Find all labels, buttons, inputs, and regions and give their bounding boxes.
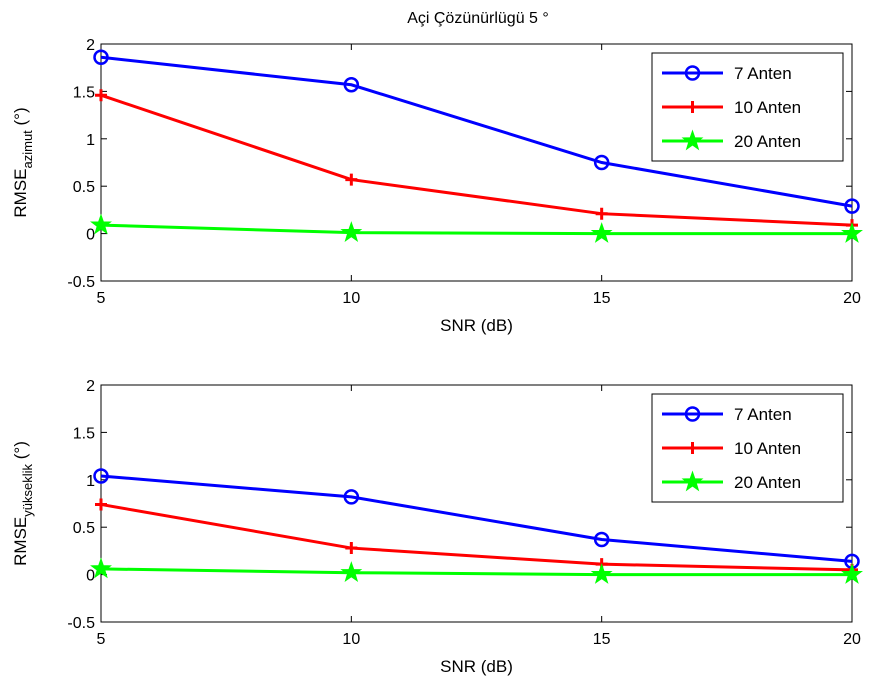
legend-label: 7 Anten: [734, 64, 792, 83]
legend-marker: [681, 129, 704, 151]
data-point: [593, 154, 610, 171]
series-line: [100, 567, 852, 577]
x-tick-label: 15: [593, 290, 611, 307]
legend-marker: [684, 65, 701, 81]
data-point: [590, 563, 613, 584]
x-tick-label: 15: [593, 631, 611, 648]
legend-item: 7 Anten: [662, 64, 792, 83]
series-20-anten: [90, 213, 863, 243]
legend-item: 10 Anten: [662, 439, 801, 458]
series-7-anten: [93, 468, 860, 570]
data-point: [844, 198, 860, 214]
y-tick-label: 1: [86, 473, 95, 490]
y-tick-label: 0.5: [73, 520, 95, 537]
data-point: [595, 207, 608, 220]
legend-item: 20 Anten: [662, 470, 801, 492]
y-tick-label: 1.5: [73, 84, 95, 101]
subplot-azimut: 5 10 15 20 -0.5 0 0.5 1 1.5 2 SNR (dB) RMSEazimut (…: [11, 37, 863, 335]
data-point: [841, 563, 863, 584]
legend-item: 20 Anten: [662, 129, 801, 151]
legend: 7 Anten 10 Anten 20 Anten: [651, 393, 844, 503]
y-tick-label: 0.5: [73, 179, 95, 196]
y-axis-label: RMSEazimut (°): [11, 107, 35, 217]
y-axis-label: RMSEyükseklik (°): [11, 441, 35, 566]
x-axis-label: SNR (dB): [440, 316, 513, 335]
data-point: [841, 222, 863, 243]
y-tick-label: 0: [86, 227, 95, 244]
data-point: [590, 222, 613, 243]
data-point: [345, 173, 358, 186]
data-point: [95, 89, 107, 102]
x-tick-label: 5: [97, 290, 106, 307]
data-point: [340, 561, 363, 583]
data-point: [340, 221, 363, 242]
legend-label: 10 Anten: [734, 439, 801, 458]
series-line: [100, 55, 853, 208]
data-point: [345, 542, 358, 555]
data-point: [343, 77, 360, 93]
legend-marker: [686, 101, 699, 113]
y-tick-label: -0.5: [67, 274, 95, 291]
y-tick-label: 0: [86, 568, 95, 585]
series-line: [100, 93, 853, 227]
x-tick-label: 10: [342, 290, 360, 307]
data-point: [95, 498, 107, 511]
legend-label: 20 Anten: [734, 132, 801, 151]
y-tick-label: 1: [86, 132, 95, 149]
legend-marker: [684, 406, 701, 422]
y-tick-label: 1.5: [73, 425, 95, 442]
legend-label: 10 Anten: [734, 98, 801, 117]
x-tick-label: 5: [97, 631, 106, 648]
data-point: [343, 489, 360, 505]
legend-item: 7 Anten: [662, 405, 792, 424]
data-point: [90, 557, 112, 579]
x-axis-label: SNR (dB): [440, 657, 513, 676]
y-tick-label: 2: [86, 37, 95, 54]
legend-label: 7 Anten: [734, 405, 792, 424]
series-line: [100, 502, 853, 572]
data-point: [93, 49, 109, 66]
x-tick-label: 20: [843, 631, 861, 648]
x-tick-label: 20: [843, 290, 861, 307]
legend: 7 Anten 10 Anten 20 Anten: [651, 52, 844, 162]
series-line: [100, 223, 852, 236]
data-point: [593, 531, 610, 548]
y-tick-label: 2: [86, 378, 95, 395]
subplot-yukseklik: 5 10 15 20 -0.5 0 0.5 1 1.5 2 SNR (dB) RMSEyüksekli…: [11, 378, 863, 676]
legend-marker: [686, 442, 699, 454]
series-line: [100, 474, 853, 563]
x-tick-label: 10: [342, 631, 360, 648]
data-point: [93, 468, 109, 484]
chart-title: Açi Çözünürlügü 5 °: [407, 10, 549, 27]
legend-marker: [681, 470, 704, 492]
data-point: [90, 213, 112, 235]
legend-label: 20 Anten: [734, 473, 801, 492]
legend-item: 10 Anten: [662, 98, 801, 117]
y-tick-label: -0.5: [67, 615, 95, 632]
series-7-anten: [93, 49, 860, 214]
series-20-anten: [90, 557, 863, 584]
